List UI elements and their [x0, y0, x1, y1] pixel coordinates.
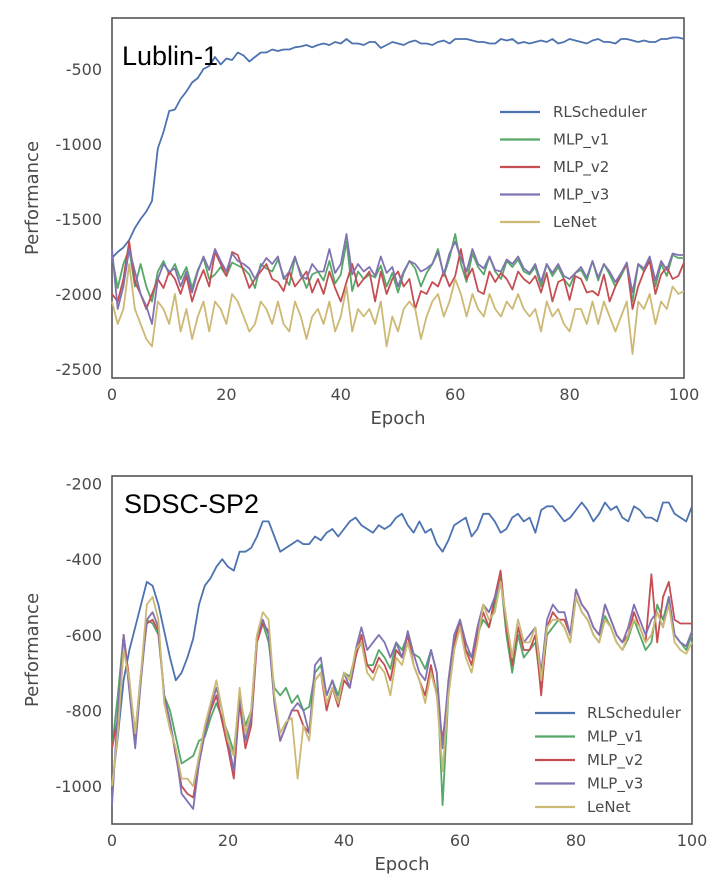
x-tick-label: 80 [559, 385, 579, 404]
y-tick-label: -2000 [56, 285, 103, 304]
y-tick-label: -1000 [56, 777, 103, 796]
legend-label-mlp-v1: MLP_v1 [587, 728, 643, 747]
x-tick-label: 0 [107, 385, 117, 404]
x-tick-label: 40 [334, 831, 354, 850]
series-line-mlp-v3 [111, 233, 684, 325]
legend-label-rlscheduler: RLScheduler [587, 704, 682, 722]
series-line-mlp-v2 [111, 240, 685, 310]
legend: RLScheduler MLP_v1 MLP_v2 MLP_v3 LeNet [500, 103, 648, 231]
y-axis-label: Performance [22, 593, 43, 707]
x-tick-label: 20 [216, 385, 236, 404]
legend-label-mlp-v2: MLP_v2 [587, 751, 643, 770]
y-tick-label: -1000 [56, 135, 103, 154]
legend-label-mlp-v3: MLP_v3 [553, 186, 609, 205]
x-axis-label: Epoch [374, 854, 429, 875]
chart-lublin-1: 0 20 40 60 80 100 -2500 -2000 -1500 -1000 -500 Epoc… [22, 17, 700, 429]
chart-sdsc-sp2: 0 20 40 60 80 100 -1000 -800 -600 -400 -200 Epoch Pe… [22, 475, 707, 875]
x-tick-label: 0 [107, 831, 117, 850]
y-tick-label: -400 [66, 550, 102, 569]
legend-label-mlp-v2: MLP_v2 [553, 158, 609, 177]
chart-title: SDSC-SP2 [124, 489, 259, 519]
x-tick-label: 100 [677, 831, 708, 850]
series-line-mlp-v3 [111, 581, 693, 810]
y-axis-label: Performance [22, 141, 43, 255]
y-tick-label: -600 [66, 626, 102, 645]
series-line-rlscheduler [111, 501, 693, 787]
y-tick-label: -200 [66, 475, 102, 494]
x-axis-label: Epoch [370, 408, 425, 429]
y-tick-label: -500 [66, 60, 102, 79]
x-tick-label: 100 [669, 385, 700, 404]
x-tick-label: 60 [445, 385, 465, 404]
legend: RLScheduler MLP_v1 MLP_v2 MLP_v3 LeNet [535, 704, 682, 816]
series-line-lenet [111, 263, 685, 355]
y-tick-label: -800 [66, 702, 102, 721]
y-tick-label: -1500 [56, 210, 103, 229]
x-tick-label: 20 [218, 831, 238, 850]
x-tick-label: 60 [450, 831, 470, 850]
series-line-rlscheduler [111, 36, 685, 259]
legend-label-mlp-v3: MLP_v3 [587, 775, 643, 794]
x-tick-label: 80 [566, 831, 586, 850]
legend-label-lenet: LeNet [553, 213, 597, 231]
y-tick-label: -2500 [56, 360, 103, 379]
series-line-lenet [111, 581, 693, 788]
chart-title: Lublin-1 [122, 41, 218, 71]
legend-label-rlscheduler: RLScheduler [553, 103, 648, 121]
legend-label-mlp-v1: MLP_v1 [553, 131, 609, 150]
x-tick-label: 40 [331, 385, 351, 404]
legend-label-lenet: LeNet [587, 798, 631, 816]
